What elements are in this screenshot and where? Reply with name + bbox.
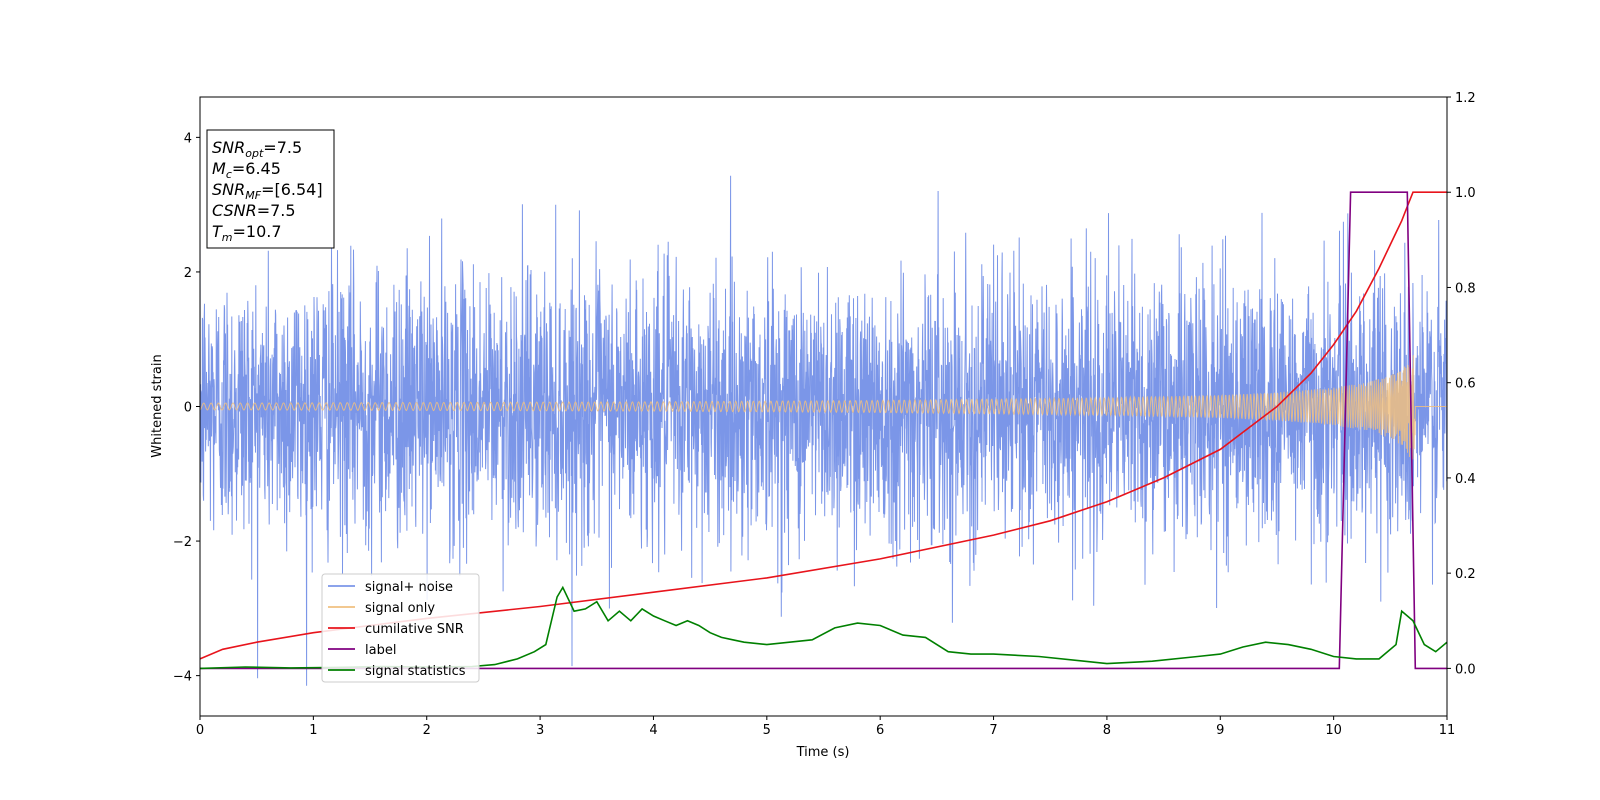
series-line-label — [200, 191, 1447, 670]
x-tick-label: 4 — [649, 723, 657, 738]
legend-entry: label — [365, 643, 396, 658]
legend-entry: signal statistics — [365, 664, 466, 679]
y-axis-right: 0.0 0.2 0.4 0.6 0.8 1.0 1.2 — [1447, 91, 1476, 677]
info-line: SNRopt=7.5 — [212, 138, 302, 160]
y-axis-label: Whitened strain — [150, 354, 165, 457]
info-line: Tm=10.7 — [212, 222, 282, 244]
legend-entry: signal only — [365, 601, 435, 616]
info-value: =10.7 — [233, 222, 282, 241]
y2-tick-label: 0.2 — [1455, 567, 1476, 582]
y2-tick-label: 0.0 — [1455, 662, 1476, 677]
x-tick-label: 8 — [1103, 723, 1111, 738]
info-box-frame — [206, 129, 335, 249]
info-subscript: MF — [245, 189, 261, 202]
info-line: SNRMF=[6.54] — [212, 180, 323, 202]
info-symbol: T — [212, 222, 223, 241]
x-tick-label: 1 — [309, 723, 317, 738]
x-tick-label: 3 — [536, 723, 544, 738]
info-subscript: m — [222, 231, 233, 244]
x-tick-label: 2 — [423, 723, 431, 738]
series-line-signal-only — [200, 355, 1447, 460]
y-tick-label: −2 — [173, 535, 192, 550]
y-tick-label: 4 — [184, 131, 192, 146]
info-value: =6.45 — [232, 159, 281, 178]
x-tick-label: 0 — [196, 723, 204, 738]
legend: signal+ noise signal only cumilative SNR la… — [321, 573, 480, 683]
x-axis: 0 1 2 3 4 5 6 7 8 9 10 11 — [196, 716, 1455, 738]
x-tick-label: 6 — [876, 723, 884, 738]
y2-tick-label: 1.0 — [1455, 186, 1476, 201]
y-tick-label: 0 — [184, 401, 192, 416]
info-value: =[6.54] — [261, 180, 323, 199]
info-symbol: SNR — [212, 138, 245, 157]
y-axis-left: −4 −2 0 2 4 — [173, 131, 200, 685]
legend-entry: cumilative SNR — [365, 622, 464, 637]
x-tick-label: 9 — [1216, 723, 1224, 738]
info-box: SNRopt=7.5Mc=6.45SNRMF=[6.54]CSNR=7.5Tm=… — [206, 129, 335, 249]
x-tick-label: 5 — [763, 723, 771, 738]
y-tick-label: −4 — [173, 670, 192, 685]
x-tick-label: 10 — [1325, 723, 1342, 738]
y-tick-label: 2 — [184, 266, 192, 281]
series-line-signal-statistics — [200, 585, 1447, 670]
x-tick-label: 7 — [989, 723, 997, 738]
y2-tick-label: 0.8 — [1455, 281, 1476, 296]
y2-tick-label: 0.4 — [1455, 472, 1476, 487]
info-symbol: M — [212, 159, 226, 178]
y2-tick-label: 1.2 — [1455, 91, 1476, 106]
x-axis-label: Time (s) — [796, 745, 850, 760]
info-value: =7.5 — [263, 138, 302, 157]
x-tick-label: 11 — [1439, 723, 1456, 738]
info-line: CSNR=7.5 — [212, 201, 296, 220]
info-symbol: CSNR — [212, 201, 257, 220]
legend-frame — [321, 573, 480, 683]
info-subscript: opt — [245, 147, 264, 160]
info-subscript: c — [226, 168, 232, 181]
legend-entry: signal+ noise — [365, 580, 453, 595]
info-value: =7.5 — [257, 201, 296, 220]
y2-tick-label: 0.6 — [1455, 377, 1476, 392]
info-symbol: SNR — [212, 180, 245, 199]
info-line: Mc=6.45 — [212, 159, 281, 181]
